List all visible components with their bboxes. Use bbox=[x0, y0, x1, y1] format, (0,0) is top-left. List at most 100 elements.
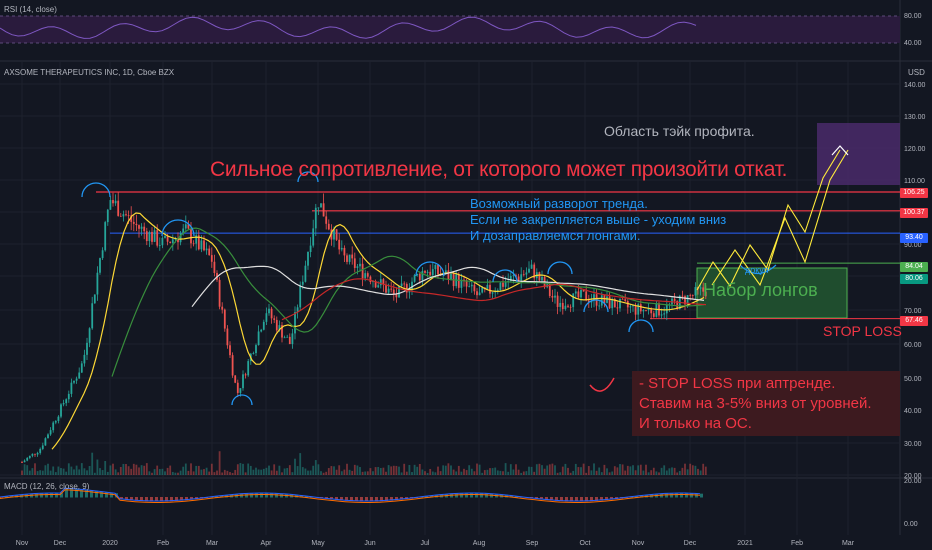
candle-body bbox=[564, 305, 567, 310]
volume-bar bbox=[359, 467, 361, 475]
macd-hist-bar bbox=[145, 497, 148, 502]
candle-body bbox=[104, 222, 107, 251]
candle-body bbox=[205, 248, 208, 251]
candle-body bbox=[234, 375, 237, 383]
candle-body bbox=[551, 295, 554, 298]
candle-body bbox=[135, 223, 138, 226]
macd-hist-bar bbox=[345, 497, 348, 501]
candle-body bbox=[54, 420, 57, 423]
candle-body bbox=[265, 313, 268, 322]
candle-body bbox=[390, 288, 393, 290]
volume-bar bbox=[23, 464, 26, 475]
volume-bar bbox=[385, 471, 387, 475]
candle-body bbox=[101, 250, 104, 259]
candle-body bbox=[39, 448, 42, 453]
volume-bar bbox=[468, 465, 471, 475]
volume-bar bbox=[145, 463, 148, 475]
candle-body bbox=[99, 258, 101, 273]
candle-body bbox=[325, 216, 328, 224]
candle-body bbox=[694, 287, 697, 296]
candle-body bbox=[213, 261, 216, 273]
volume-bar bbox=[637, 465, 640, 475]
take-profit-arrow bbox=[831, 145, 849, 156]
macd-hist-bar bbox=[590, 497, 593, 502]
volume-bar bbox=[314, 460, 317, 475]
volume-bar bbox=[257, 469, 260, 475]
candle-body bbox=[468, 286, 471, 288]
volume-bar bbox=[606, 468, 608, 475]
volume-bar bbox=[411, 472, 413, 475]
macd-hist-bar bbox=[95, 490, 98, 498]
macd-hist-bar bbox=[335, 497, 338, 500]
candle-body bbox=[169, 241, 172, 243]
volume-bar bbox=[418, 463, 421, 475]
candle-body bbox=[197, 235, 200, 250]
volume-bar bbox=[647, 472, 650, 475]
volume-bar bbox=[499, 470, 502, 475]
volume-bar bbox=[551, 463, 554, 475]
volume-bar bbox=[171, 471, 174, 475]
volume-bar bbox=[569, 472, 572, 475]
candle-body bbox=[52, 422, 55, 431]
volume-bar bbox=[288, 465, 291, 475]
volume-bar bbox=[47, 463, 49, 475]
macd-hist-bar bbox=[270, 493, 273, 498]
volume-bar bbox=[291, 472, 294, 475]
reversal-note: Возможный разворот тренда. Если не закре… bbox=[470, 196, 726, 244]
candle-body bbox=[481, 287, 484, 293]
candle-body bbox=[522, 274, 525, 276]
rsi-pane-title: RSI (14, close) bbox=[4, 5, 57, 14]
volume-bar bbox=[309, 470, 312, 475]
macd-hist-bar bbox=[130, 497, 133, 501]
volume-bar bbox=[572, 470, 575, 475]
macd-hist-bar bbox=[190, 497, 193, 500]
volume-bar bbox=[546, 465, 549, 475]
volume-bar bbox=[322, 472, 325, 475]
volume-bar bbox=[673, 467, 676, 475]
volume-bar bbox=[405, 471, 408, 475]
volume-bar bbox=[190, 463, 192, 475]
volume-bar bbox=[502, 471, 504, 475]
volume-bar bbox=[169, 465, 172, 475]
volume-bar bbox=[91, 452, 94, 475]
volume-bar bbox=[379, 467, 382, 475]
volume-bar bbox=[392, 465, 395, 475]
volume-bar bbox=[109, 465, 112, 475]
candle-body bbox=[541, 277, 543, 281]
price-tag-100: 100.37 bbox=[900, 208, 928, 218]
candle-body bbox=[379, 279, 382, 286]
volume-bar bbox=[684, 463, 686, 475]
candle-body bbox=[31, 453, 34, 456]
volume-bar bbox=[21, 470, 23, 475]
macd-hist-bar bbox=[555, 497, 558, 501]
macd-hist-bar bbox=[700, 493, 703, 498]
volume-bar bbox=[416, 466, 419, 475]
volume-bar bbox=[494, 467, 497, 475]
candle-body bbox=[119, 215, 122, 217]
volume-bar bbox=[36, 471, 39, 475]
volume-bar bbox=[460, 471, 463, 475]
volume-bar bbox=[395, 465, 398, 475]
candle-body bbox=[291, 333, 294, 345]
candle-body bbox=[112, 200, 114, 204]
candle-body bbox=[554, 295, 556, 298]
take-profit-label: Область тэйк профита. bbox=[604, 123, 755, 139]
gap-arc bbox=[739, 264, 777, 275]
stop-note-line-3: И только на ОС. bbox=[639, 415, 752, 432]
volume-bar bbox=[689, 463, 692, 475]
candle-body bbox=[447, 270, 450, 280]
volume-bar bbox=[619, 464, 621, 475]
macd-hist-bar bbox=[325, 497, 328, 499]
candle-body bbox=[704, 291, 707, 297]
volume-bar bbox=[582, 463, 585, 475]
y-tick-5: 90.00 bbox=[904, 242, 922, 249]
candle-body bbox=[395, 293, 398, 298]
y-tick-1: 130.00 bbox=[904, 114, 926, 121]
ma-short-line bbox=[51, 212, 705, 450]
volume-bar bbox=[663, 465, 666, 475]
price-tag-93: 93.40 bbox=[900, 233, 928, 243]
macd-hist-bar bbox=[5, 496, 8, 498]
volume-bar bbox=[278, 465, 281, 475]
volume-bar bbox=[208, 471, 211, 475]
